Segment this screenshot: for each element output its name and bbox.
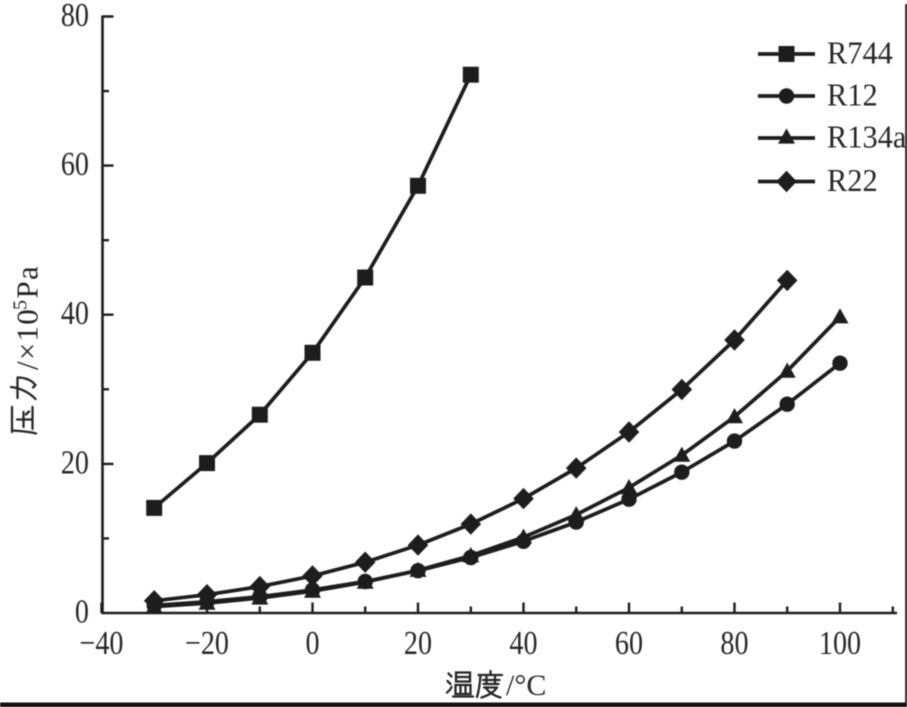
svg-text:20: 20 [404,623,432,661]
svg-text:/°C: /°C [506,669,546,702]
svg-text:R744: R744 [827,35,893,71]
svg-text:5: 5 [10,300,32,310]
svg-text:40: 40 [61,294,89,332]
svg-text:80: 80 [61,0,89,34]
svg-text:60: 60 [61,145,89,183]
svg-text:0: 0 [305,623,319,661]
svg-text:Pa: Pa [10,265,45,298]
svg-text:−40: −40 [79,623,123,661]
svg-text:0: 0 [75,592,89,630]
svg-text:−20: −20 [185,623,229,661]
svg-text:R12: R12 [827,77,878,113]
svg-text:60: 60 [615,623,643,661]
svg-text:R134a: R134a [827,119,906,155]
svg-text:100: 100 [819,623,861,661]
svg-text:20: 20 [61,443,89,481]
svg-text:40: 40 [509,623,537,661]
svg-text:80: 80 [720,623,748,661]
svg-text:/×10: /×10 [10,308,45,370]
svg-text:R22: R22 [827,162,878,198]
